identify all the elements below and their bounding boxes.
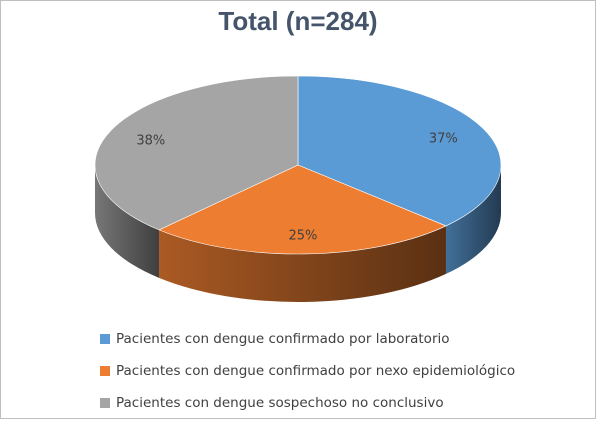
pie-top	[94, 75, 502, 255]
legend-label: Pacientes con dengue confirmado por labo…	[116, 331, 450, 347]
pie-side-1	[159, 225, 446, 302]
pie-chart: 37% 25% 38%	[94, 75, 502, 302]
legend-label: Pacientes con dengue sospechoso no concl…	[116, 395, 444, 411]
pie-slice-1	[158, 164, 447, 255]
legend-label: Pacientes con dengue confirmado por nexo…	[116, 363, 516, 379]
legend-item-laboratorio: Pacientes con dengue confirmado por labo…	[100, 329, 515, 349]
legend-swatch	[100, 366, 110, 376]
data-label-2: 38%	[136, 133, 165, 148]
pie-side-walls	[95, 165, 501, 302]
legend-swatch	[100, 398, 110, 408]
pie-side-0	[445, 165, 501, 274]
data-label-1: 25%	[289, 228, 318, 243]
pie-data-labels: 37% 25% 38%	[136, 131, 457, 243]
pie-slice-2	[94, 75, 299, 231]
chart-title: Total (n=284)	[218, 6, 378, 36]
legend-swatch	[100, 334, 110, 344]
pie-slice-0	[297, 75, 502, 227]
data-label-0: 37%	[429, 131, 458, 146]
pie-side-2	[95, 165, 160, 278]
legend: Pacientes con dengue confirmado por labo…	[100, 329, 515, 425]
legend-item-nexo: Pacientes con dengue confirmado por nexo…	[100, 361, 515, 381]
legend-item-sospechoso: Pacientes con dengue sospechoso no concl…	[100, 393, 515, 413]
